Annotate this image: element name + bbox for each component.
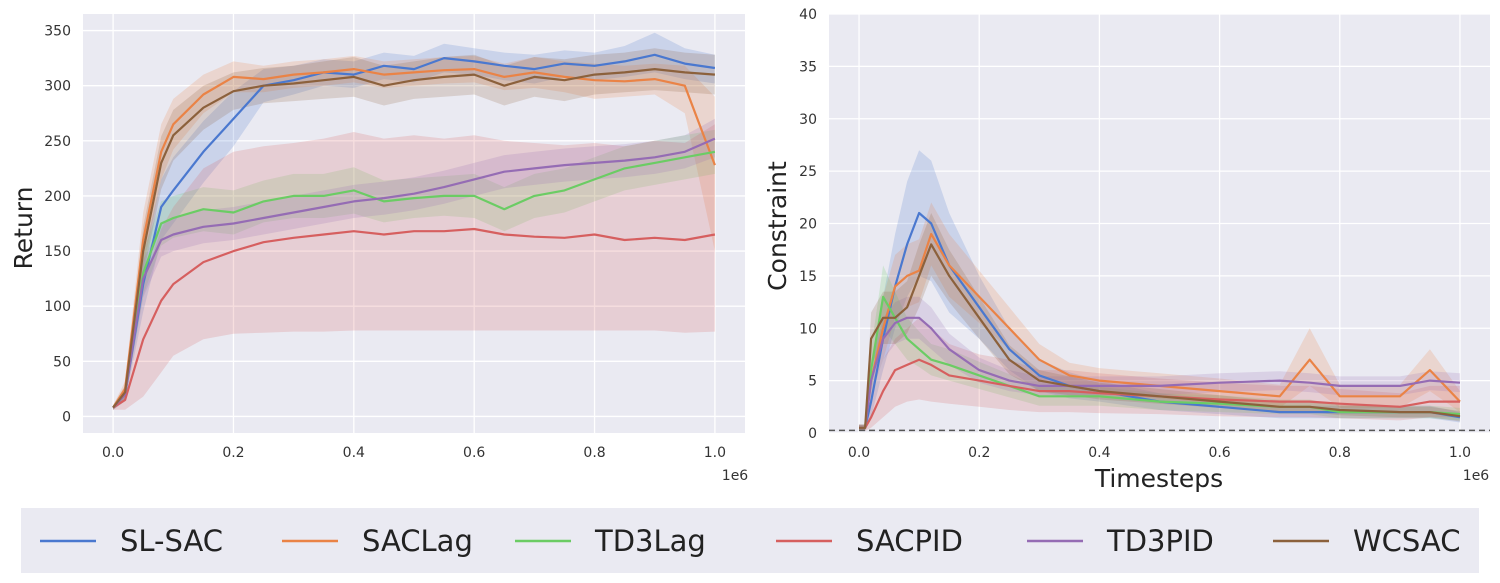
constraint-x-tick-label: 0.6 <box>1208 445 1230 461</box>
constraint-x-tick-label: 0.2 <box>968 445 990 461</box>
return-line-td3pid <box>112 137 716 409</box>
return-series-lines <box>112 53 716 409</box>
return-x-tick-label: 0.4 <box>343 445 365 461</box>
return-line-wcsac <box>112 67 715 409</box>
constraint-y-tick-label: 0 <box>808 426 817 442</box>
constraint-line-sacpid <box>859 358 1460 429</box>
constraint-y-tick-label: 15 <box>799 269 817 285</box>
constraint-x-tick-label: 0.0 <box>848 445 870 461</box>
legend-label-saclag: SACLag <box>362 524 473 558</box>
constraint-band-td3lag <box>859 265 1460 431</box>
return-y-tick-label: 100 <box>44 299 71 315</box>
return-plot-area <box>83 14 745 433</box>
constraint-band-wcsac <box>859 213 1460 431</box>
constraint-y-tick-labels: 0 5 10 15 20 25 30 35 40 <box>799 7 817 442</box>
constraint-x-tick-label: 0.8 <box>1329 445 1351 461</box>
return-line-sacpid <box>112 227 716 409</box>
constraint-line-sl-sac <box>859 211 1461 429</box>
return-band-sl-sac <box>113 32 715 410</box>
legend-label-sl-sac: SL-SAC <box>120 524 223 558</box>
return-x-tick-label: 0.8 <box>583 445 605 461</box>
return-band-saclag <box>113 55 715 410</box>
return-y-tick-label: 350 <box>44 24 71 40</box>
return-x-tick-label: 0.2 <box>222 445 244 461</box>
return-x-tick-label: 1.0 <box>704 445 726 461</box>
constraint-x-tick-labels: 0.0 0.2 0.4 0.6 0.8 1.0 <box>848 445 1471 461</box>
constraint-x-tick-label: 0.4 <box>1088 445 1110 461</box>
constraint-x-axis-label: Timesteps <box>1094 464 1223 493</box>
constraint-band-td3pid <box>859 296 1460 431</box>
legend-label-td3lag: TD3Lag <box>594 524 706 558</box>
constraint-y-tick-label: 5 <box>808 374 817 390</box>
constraint-x-tick-label: 1.0 <box>1449 445 1471 461</box>
return-y-tick-label: 300 <box>44 79 71 95</box>
return-band-td3pid <box>113 118 715 410</box>
legend-label-td3pid: TD3PID <box>1106 524 1214 558</box>
return-line-saclag <box>112 67 716 409</box>
return-y-tick-label: 150 <box>44 244 71 260</box>
return-y-tick-label: 50 <box>53 354 71 370</box>
constraint-line-td3pid <box>859 316 1461 429</box>
return-band-td3lag <box>113 129 715 410</box>
return-x-offset-label: 1e6 <box>722 468 749 484</box>
legend-label-sacpid: SACPID <box>856 524 963 558</box>
return-x-tick-labels: 0.0 0.2 0.4 0.6 0.8 1.0 <box>102 445 726 461</box>
constraint-y-tick-label: 10 <box>799 321 817 337</box>
return-y-tick-label: 250 <box>44 134 71 150</box>
constraint-line-wcsac <box>859 243 1461 429</box>
return-band-sacpid <box>113 124 715 410</box>
constraint-series-lines <box>859 211 1461 429</box>
return-line-sl-sac <box>112 53 716 409</box>
return-band-wcsac <box>113 48 715 410</box>
constraint-y-tick-label: 25 <box>799 164 817 180</box>
constraint-y-tick-label: 40 <box>799 7 817 23</box>
constraint-grid <box>829 13 1490 434</box>
return-line-td3lag <box>112 150 716 409</box>
constraint-x-offset-label: 1e6 <box>1463 468 1490 484</box>
return-chart-panel: 0.0 0.2 0.4 0.6 0.8 1.0 0 50 100 150 200 250 300 350… <box>9 14 748 484</box>
legend: SL-SAC SACLag TD3Lag SACPID TD3PID WCSAC <box>21 508 1479 573</box>
constraint-y-axis-label: Constraint <box>763 161 792 291</box>
return-confidence-bands <box>113 32 715 410</box>
constraint-band-saclag <box>859 202 1460 431</box>
legend-box <box>21 508 1479 573</box>
return-grid <box>83 14 745 433</box>
return-y-tick-label: 0 <box>62 409 71 425</box>
return-y-tick-labels: 0 50 100 150 200 250 300 350 <box>44 24 71 426</box>
constraint-y-tick-label: 20 <box>799 217 817 233</box>
return-x-tick-label: 0.0 <box>102 445 124 461</box>
constraint-y-tick-label: 30 <box>799 112 817 128</box>
constraint-y-tick-label: 35 <box>799 59 817 75</box>
return-x-tick-label: 0.6 <box>463 445 485 461</box>
legend-label-wcsac: WCSAC <box>1353 524 1460 558</box>
return-y-tick-label: 200 <box>44 189 71 205</box>
return-y-axis-label: Return <box>9 187 38 270</box>
